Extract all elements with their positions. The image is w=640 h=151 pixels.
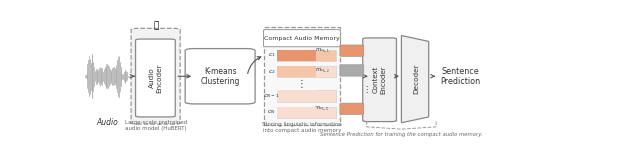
FancyBboxPatch shape	[277, 107, 337, 118]
Text: ⋮: ⋮	[297, 79, 307, 89]
Text: K-means
Clustering: K-means Clustering	[200, 67, 240, 86]
FancyBboxPatch shape	[277, 50, 316, 61]
FancyBboxPatch shape	[264, 30, 340, 47]
FancyBboxPatch shape	[277, 90, 337, 101]
Text: Storing linguistic information
into compact audio memory: Storing linguistic information into comp…	[262, 122, 342, 133]
Text: $m_{c_{f_a, 2}}$: $m_{c_{f_a, 2}}$	[315, 66, 330, 75]
Text: $c_2$: $c_2$	[268, 68, 275, 76]
Text: Compact Audio Memory: Compact Audio Memory	[264, 36, 340, 41]
FancyBboxPatch shape	[264, 27, 340, 125]
FancyBboxPatch shape	[340, 45, 364, 56]
Text: Context
Encoder: Context Encoder	[373, 66, 386, 94]
Polygon shape	[401, 36, 429, 123]
FancyBboxPatch shape	[277, 107, 316, 118]
Text: $c_{N-1}$: $c_{N-1}$	[263, 92, 280, 100]
FancyBboxPatch shape	[340, 65, 364, 76]
FancyBboxPatch shape	[277, 50, 337, 61]
Text: ⋮: ⋮	[362, 85, 371, 94]
FancyBboxPatch shape	[185, 49, 255, 104]
FancyBboxPatch shape	[363, 38, 396, 122]
FancyBboxPatch shape	[131, 28, 180, 124]
Text: Audio: Audio	[97, 118, 118, 127]
FancyBboxPatch shape	[277, 90, 316, 101]
FancyBboxPatch shape	[277, 66, 337, 77]
FancyBboxPatch shape	[136, 39, 175, 117]
FancyBboxPatch shape	[277, 66, 316, 77]
Text: $c_1$: $c_1$	[268, 51, 275, 59]
FancyBboxPatch shape	[340, 103, 364, 114]
Text: $m_{c_{f_a, 1}}$: $m_{c_{f_a, 1}}$	[315, 46, 330, 55]
Text: 🔒: 🔒	[153, 22, 159, 31]
Text: Decoder: Decoder	[413, 64, 420, 95]
Text: $c_N$: $c_N$	[267, 108, 276, 116]
Text: $m_{c_{f_a, T_a}}$: $m_{c_{f_a, T_a}}$	[314, 104, 330, 113]
Text: Sentence Prediction for training the compact audio memory.: Sentence Prediction for training the com…	[320, 132, 483, 137]
Text: Large-scale pretrained
audio model (HuBERT): Large-scale pretrained audio model (HuBE…	[125, 120, 187, 131]
Text: Sentence
Prediction: Sentence Prediction	[440, 67, 481, 86]
Text: Audio
Encoder: Audio Encoder	[149, 63, 162, 93]
